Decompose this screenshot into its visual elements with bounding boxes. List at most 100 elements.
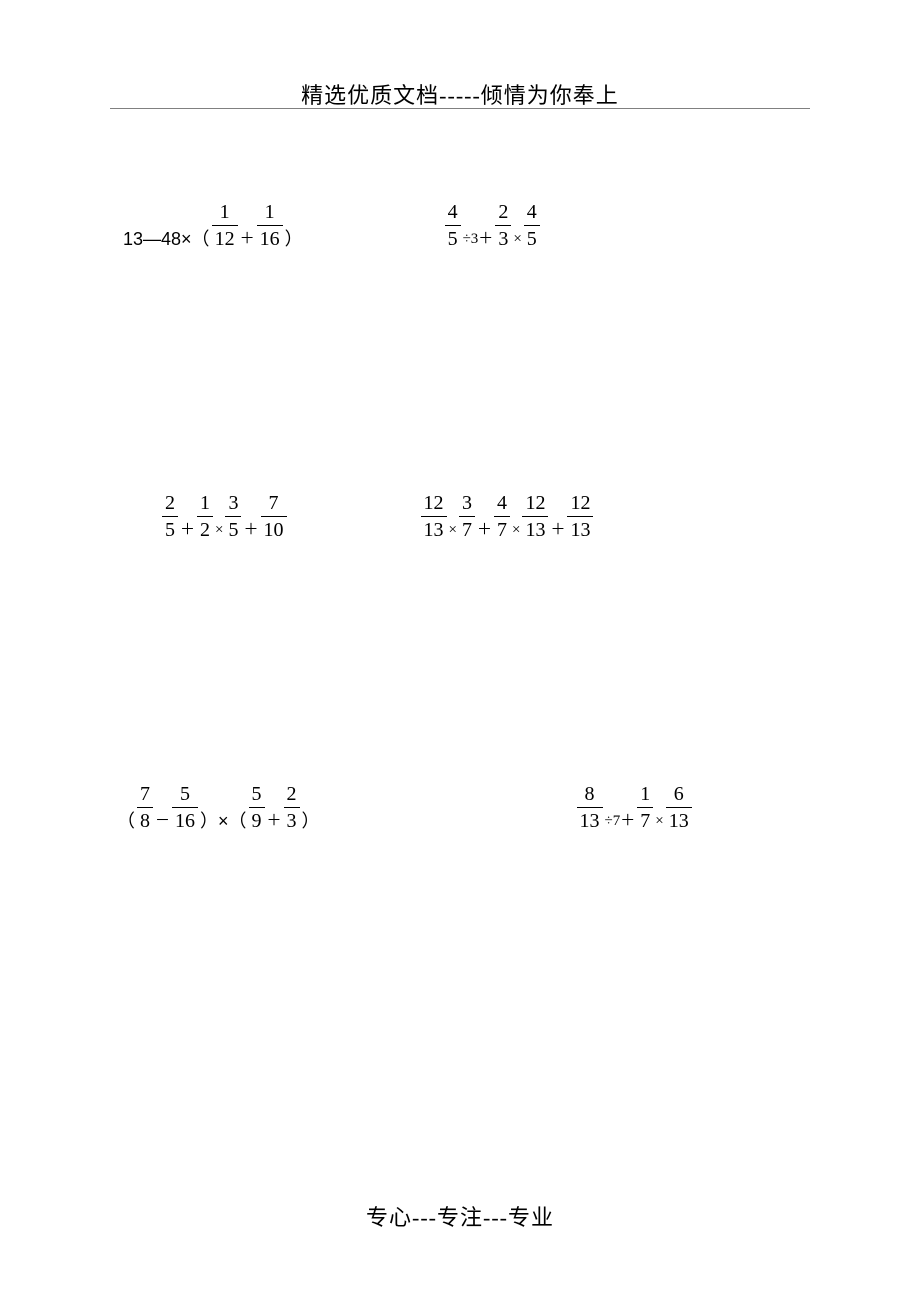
math-text: ＋	[243, 523, 258, 542]
fraction-denominator: 10	[261, 518, 287, 542]
math-text: ×	[655, 814, 663, 833]
math-text: ）×（	[200, 812, 247, 833]
math-text: ÷3＋	[463, 232, 494, 251]
fraction-denominator: 13	[567, 518, 593, 542]
problem-row-3: （78－516）×（59＋23） 813÷7＋17×613	[0, 782, 920, 833]
fraction-numerator: 12	[567, 491, 593, 515]
header-rule	[110, 108, 810, 109]
fraction: 25	[162, 491, 178, 542]
math-text: 13—48×（	[123, 230, 210, 251]
fraction-bar	[421, 516, 447, 517]
math-text: ÷7＋	[605, 814, 636, 833]
fraction-denominator: 16	[172, 809, 198, 833]
math-text: ＋	[240, 232, 255, 251]
fraction-bar	[257, 225, 283, 226]
math-text: ＋	[180, 523, 195, 542]
problem-1: 13—48×（112＋116）	[123, 200, 303, 251]
fraction-denominator: 16	[257, 227, 283, 251]
fraction: 112	[212, 200, 238, 251]
fraction: 78	[137, 782, 153, 833]
fraction-denominator: 13	[666, 809, 692, 833]
fraction-bar	[162, 516, 178, 517]
fraction: 12	[197, 491, 213, 542]
content-area: 13—48×（112＋116） 45÷3＋23×45 25＋12×35＋710 …	[0, 200, 920, 1073]
fraction-bar	[249, 807, 265, 808]
fraction-numerator: 1	[637, 782, 653, 806]
fraction-denominator: 5	[162, 518, 178, 542]
fraction-numerator: 5	[249, 782, 265, 806]
fraction-numerator: 8	[582, 782, 598, 806]
page-footer: 专心---专注---专业	[0, 1200, 920, 1232]
fraction-bar	[494, 516, 510, 517]
fraction-bar	[445, 225, 461, 226]
fraction-denominator: 13	[421, 518, 447, 542]
fraction-numerator: 2	[162, 491, 178, 515]
fraction-bar	[212, 225, 238, 226]
math-text: ×	[513, 232, 521, 251]
fraction-numerator: 7	[266, 491, 282, 515]
fraction-bar	[522, 516, 548, 517]
fraction: 1213	[522, 491, 548, 542]
math-text: ×	[512, 523, 520, 542]
fraction-numerator: 12	[522, 491, 548, 515]
math-text: ＋	[477, 523, 492, 542]
fraction-denominator: 5	[445, 227, 461, 251]
fraction-bar	[261, 516, 287, 517]
fraction-denominator: 3	[284, 809, 300, 833]
fraction-bar	[137, 807, 153, 808]
fraction: 710	[261, 491, 287, 542]
fraction-bar	[666, 807, 692, 808]
fraction: 45	[524, 200, 540, 251]
problem-3: 25＋12×35＋710	[160, 491, 289, 542]
fraction: 516	[172, 782, 198, 833]
fraction-bar	[524, 225, 540, 226]
fraction-bar	[495, 225, 511, 226]
math-text: ＋	[267, 814, 282, 833]
fraction-denominator: 7	[494, 518, 510, 542]
fraction-denominator: 5	[225, 518, 241, 542]
problem-row-2: 25＋12×35＋710 1213×37＋47×1213＋1213	[0, 491, 920, 542]
fraction-numerator: 7	[137, 782, 153, 806]
fraction-bar	[577, 807, 603, 808]
fraction-denominator: 8	[137, 809, 153, 833]
fraction-numerator: 3	[459, 491, 475, 515]
fraction: 35	[225, 491, 241, 542]
fraction-denominator: 9	[249, 809, 265, 833]
fraction-numerator: 4	[445, 200, 461, 224]
fraction: 613	[666, 782, 692, 833]
fraction-bar	[567, 516, 593, 517]
math-text: ＋	[550, 523, 565, 542]
problem-6: 813÷7＋17×613	[575, 782, 694, 833]
fraction-denominator: 3	[495, 227, 511, 251]
math-text: （	[117, 812, 135, 833]
fraction-denominator: 7	[459, 518, 475, 542]
fraction-numerator: 1	[217, 200, 233, 224]
fraction-denominator: 13	[577, 809, 603, 833]
document-page: 精选优质文档-----倾情为你奉上 13—48×（112＋116） 45÷3＋2…	[0, 0, 920, 1300]
fraction: 59	[249, 782, 265, 833]
problem-5: （78－516）×（59＋23）	[117, 782, 320, 833]
fraction-denominator: 12	[212, 227, 238, 251]
fraction-numerator: 3	[225, 491, 241, 515]
fraction-numerator: 4	[494, 491, 510, 515]
fraction-denominator: 13	[522, 518, 548, 542]
fraction: 116	[257, 200, 283, 251]
fraction-bar	[284, 807, 300, 808]
fraction-numerator: 5	[177, 782, 193, 806]
fraction-numerator: 1	[262, 200, 278, 224]
problem-4: 1213×37＋47×1213＋1213	[419, 491, 596, 542]
math-text: ）	[302, 812, 320, 833]
fraction: 17	[637, 782, 653, 833]
fraction-bar	[459, 516, 475, 517]
math-text: ×	[215, 523, 223, 542]
fraction-numerator: 1	[197, 491, 213, 515]
math-text: ×	[449, 523, 457, 542]
fraction: 37	[459, 491, 475, 542]
fraction: 45	[445, 200, 461, 251]
fraction-numerator: 2	[495, 200, 511, 224]
fraction: 1213	[567, 491, 593, 542]
fraction: 23	[495, 200, 511, 251]
fraction: 1213	[421, 491, 447, 542]
fraction-numerator: 12	[421, 491, 447, 515]
fraction: 47	[494, 491, 510, 542]
